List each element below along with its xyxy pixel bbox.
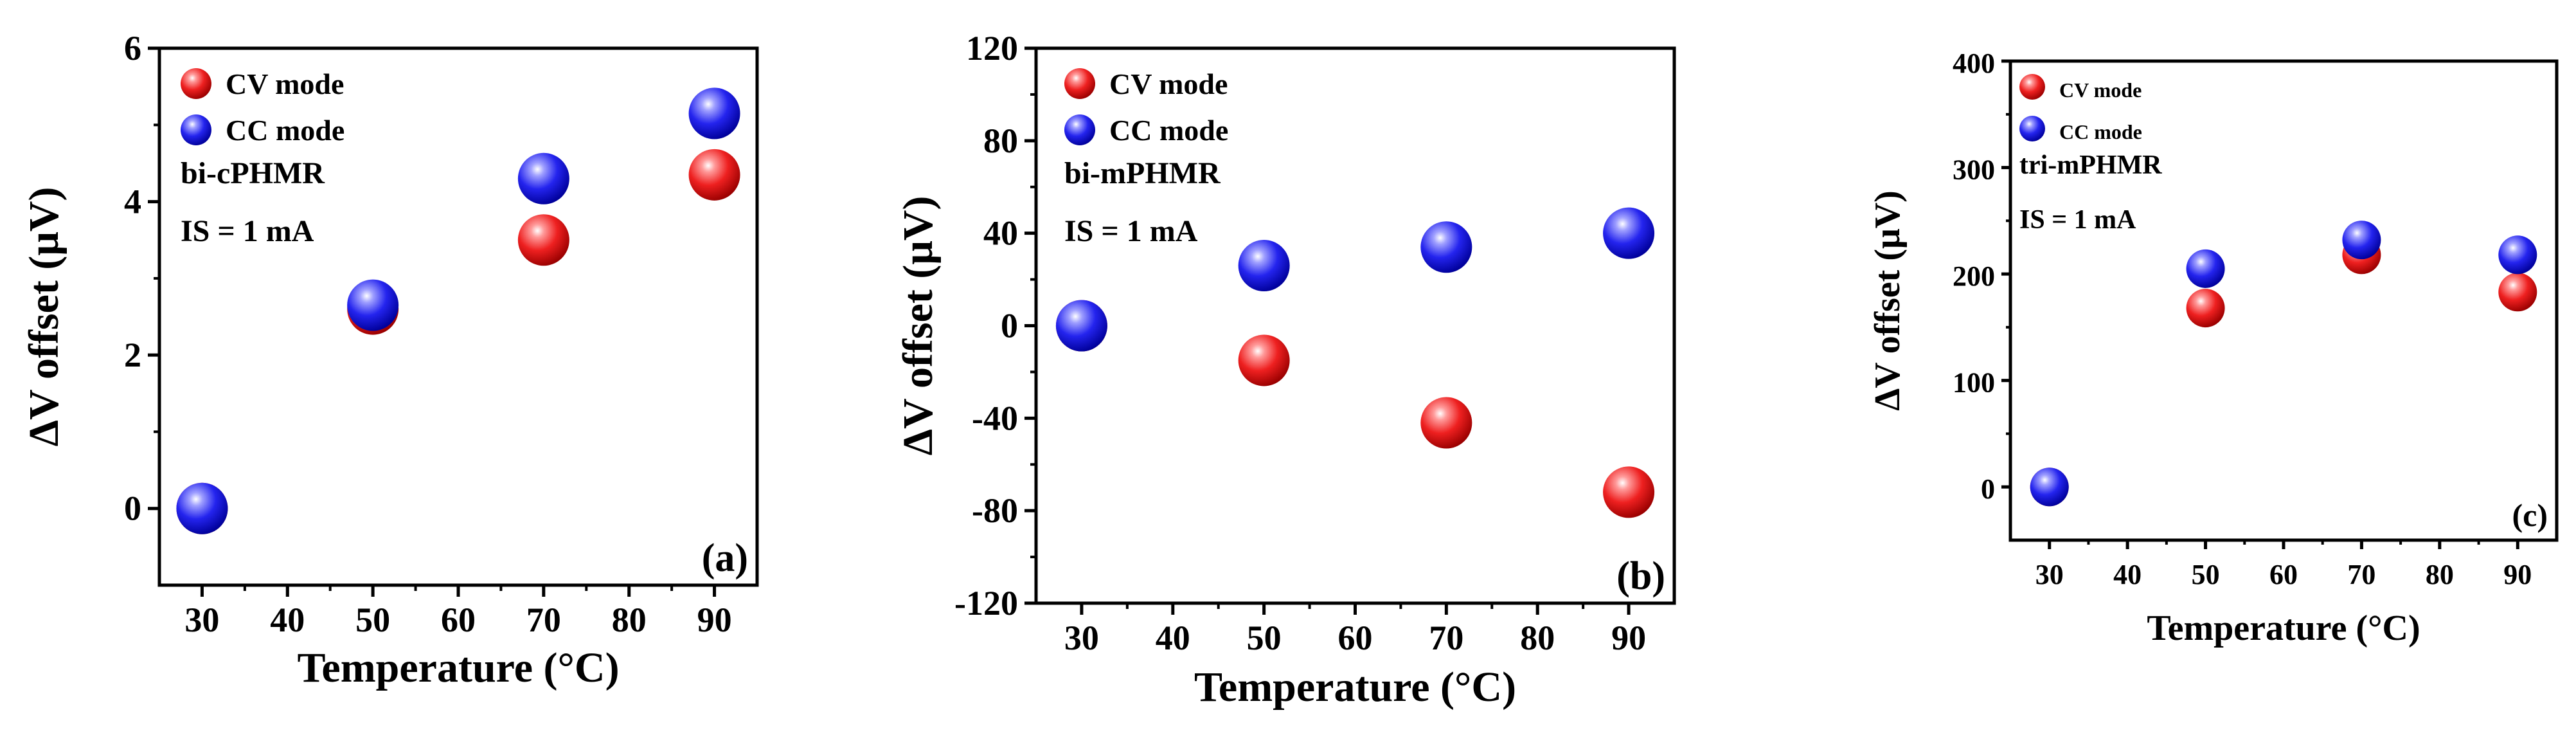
y-tick-label: 0: [1001, 307, 1018, 345]
x-tick-label: 40: [270, 601, 305, 639]
x-axis-title: Temperature (°C): [2147, 608, 2420, 648]
y-tick-label: 40: [983, 214, 1018, 253]
y-tick-label: 80: [983, 122, 1018, 160]
panel-annotation: IS = 1 mA: [2019, 205, 2136, 235]
x-tick-label: 30: [1064, 619, 1099, 657]
legend-label: CV mode: [1109, 68, 1228, 100]
x-tick-label: 50: [1247, 619, 1282, 657]
cc-mode-point: [347, 279, 399, 331]
legend-label: CC mode: [226, 114, 344, 147]
panel-annotation: IS = 1 mA: [181, 214, 314, 248]
y-tick-label: 100: [1953, 367, 1995, 399]
legend-marker-icon: [181, 68, 211, 99]
x-tick-label: 60: [2269, 559, 2298, 590]
chart-panel-1: 30 40 50 60 70 80 90 0 2 4 6 Temperature (°C) ΔV off…: [21, 29, 759, 691]
x-tick-label: 60: [441, 601, 476, 639]
cv-mode-point: [2498, 273, 2537, 312]
x-tick-label: 70: [526, 601, 561, 639]
panel-annotation: IS = 1 mA: [1064, 214, 1198, 248]
x-tick-label: 40: [2113, 559, 2142, 590]
x-tick-label: 50: [2192, 559, 2220, 590]
panel-label: (c): [2512, 497, 2548, 533]
legend-marker-icon: [2019, 116, 2045, 141]
cc-mode-point: [1238, 240, 1290, 292]
cc-mode-point: [1055, 300, 1107, 352]
cc-mode-point: [2342, 221, 2381, 260]
y-tick-label: -80: [972, 491, 1018, 530]
legend-marker-icon: [181, 114, 211, 145]
x-tick-label: 40: [1156, 619, 1190, 657]
cv-mode-point: [517, 214, 569, 266]
legend-label: CC mode: [2059, 120, 2142, 143]
panel-label: (b): [1616, 554, 1665, 598]
y-tick-label: 4: [124, 183, 141, 221]
x-tick-label: 80: [1520, 619, 1555, 657]
cv-mode-point: [2186, 289, 2225, 328]
cv-mode-point: [1238, 334, 1290, 386]
y-axis-title: ΔV offset (μV): [895, 196, 942, 456]
x-tick-label: 30: [184, 601, 219, 639]
cc-mode-point: [688, 87, 740, 140]
cv-mode-point: [1420, 397, 1472, 449]
cc-mode-point: [176, 482, 228, 534]
y-tick-label: 0: [1981, 473, 1995, 505]
legend-marker-icon: [1064, 68, 1095, 99]
x-tick-label: 90: [2503, 559, 2532, 590]
x-axis-title: Temperature (°C): [1194, 664, 1516, 711]
y-tick-label: 2: [124, 336, 141, 374]
y-axis-title: ΔV offset (μV): [21, 187, 67, 447]
cc-mode-point: [2186, 249, 2225, 288]
y-tick-label: -120: [954, 584, 1018, 622]
legend-label: CV mode: [226, 68, 344, 100]
cc-mode-point: [1603, 207, 1655, 259]
cc-mode-point: [517, 152, 569, 204]
legend-marker-icon: [2019, 74, 2045, 100]
legend-label: CC mode: [1109, 114, 1228, 147]
legend-label: CV mode: [2059, 78, 2142, 102]
x-tick-label: 30: [2035, 559, 2064, 590]
y-tick-label: 300: [1953, 154, 1995, 186]
cc-mode-point: [2498, 235, 2537, 275]
x-tick-label: 60: [1338, 619, 1373, 657]
y-tick-label: 200: [1953, 260, 1995, 292]
cc-mode-point: [1420, 221, 1472, 273]
x-tick-label: 80: [612, 601, 647, 639]
chart-panel-2: 30 40 50 60 70 80 90 -120 -80 -40 0 40 80 120 Temperat…: [895, 29, 1676, 711]
x-tick-label: 80: [2426, 559, 2454, 590]
y-tick-label: 120: [966, 29, 1018, 68]
legend-marker-icon: [1064, 114, 1095, 145]
x-tick-label: 70: [1429, 619, 1463, 657]
x-tick-label: 90: [1611, 619, 1646, 657]
x-tick-label: 50: [355, 601, 390, 639]
cv-mode-point: [1603, 466, 1655, 518]
panel-annotation: bi-cPHMR: [181, 156, 325, 190]
x-tick-label: 70: [2347, 559, 2375, 590]
cc-mode-point: [2030, 467, 2069, 507]
panel-annotation: tri-mPHMR: [2019, 150, 2162, 180]
cv-mode-point: [688, 149, 740, 201]
x-tick-label: 90: [697, 601, 732, 639]
y-tick-label: -40: [972, 399, 1018, 437]
chart-panel-3: 30 40 50 60 70 80 90 0 100 200 300 400 Temperature (…: [1868, 48, 2559, 648]
y-tick-label: 6: [124, 29, 141, 68]
panel-label: (a): [702, 536, 748, 580]
y-axis-title: ΔV offset (μV): [1868, 190, 1908, 411]
x-axis-title: Temperature (°C): [297, 644, 619, 691]
panel-annotation: bi-mPHMR: [1064, 156, 1221, 190]
y-tick-label: 400: [1953, 48, 1995, 79]
y-tick-label: 0: [124, 489, 141, 528]
